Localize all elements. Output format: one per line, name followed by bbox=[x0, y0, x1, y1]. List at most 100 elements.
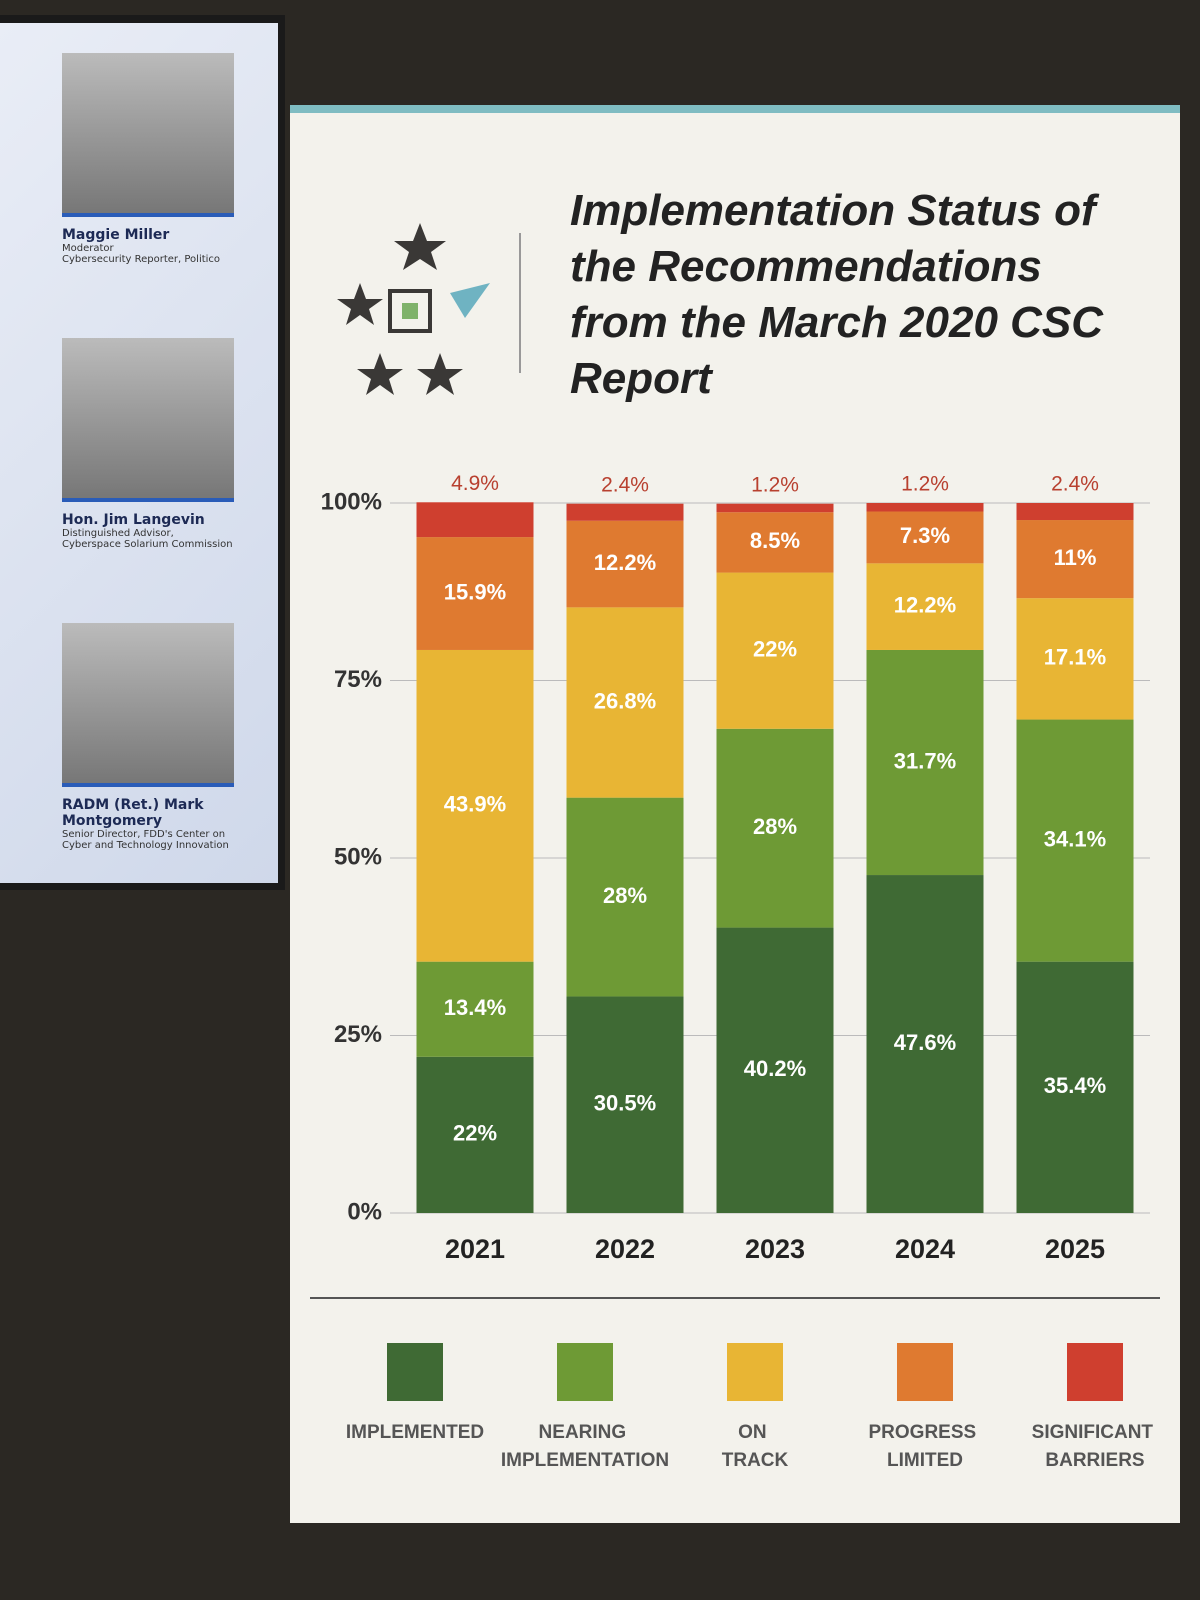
data-label: 2.4% bbox=[601, 473, 649, 496]
legend-label-line: IMPLEMENTED bbox=[346, 1422, 484, 1443]
speaker-name: RADM (Ret.) Mark Montgomery bbox=[62, 797, 204, 829]
bar-segment bbox=[416, 537, 534, 650]
bar-segment bbox=[566, 797, 684, 997]
x-tick-label: 2025 bbox=[1045, 1234, 1105, 1264]
bar-segment bbox=[416, 649, 534, 962]
bar-segment bbox=[866, 875, 984, 1213]
bar-segment bbox=[866, 511, 984, 564]
speaker: RADM (Ret.) Mark Montgomery Senior Direct… bbox=[62, 623, 262, 851]
legend-label-line: LIMITED bbox=[887, 1450, 963, 1471]
bar-segment bbox=[716, 927, 834, 1213]
bar-segment bbox=[1016, 598, 1134, 720]
legend-label-line: SIGNIFICANT bbox=[1032, 1422, 1159, 1443]
data-label: 13.4% bbox=[444, 995, 506, 1020]
bar-segment bbox=[716, 728, 834, 928]
data-label: 8.5% bbox=[750, 528, 800, 553]
speaker-photo bbox=[62, 338, 234, 502]
speaker-role: Distinguished Advisor, bbox=[62, 528, 174, 539]
legend-label: IMPLEMENTED bbox=[346, 1422, 484, 1443]
x-tick-label: 2022 bbox=[595, 1234, 655, 1264]
speaker: Maggie Miller Moderator Cybersecurity Repo… bbox=[62, 53, 262, 265]
bar-segment bbox=[866, 563, 984, 650]
speaker-role: Senior Director, FDD's Center on bbox=[62, 829, 226, 840]
data-label: 47.6% bbox=[894, 1030, 956, 1055]
legend-label-line: ON bbox=[738, 1422, 772, 1443]
chart: 0% 25% 50% 75% 100% 22% 13.4% 43.9% 15.9% 4.9% 202… bbox=[310, 223, 1160, 1471]
legend-label: SIGNIFICANT BARRIERS bbox=[1032, 1422, 1159, 1471]
data-label: 28% bbox=[603, 883, 647, 908]
y-tick-label: 75% bbox=[334, 666, 382, 693]
legend-swatch bbox=[897, 1343, 953, 1401]
bar-segment bbox=[416, 961, 534, 1057]
data-label: 1.2% bbox=[751, 473, 799, 496]
legend-swatch bbox=[557, 1343, 613, 1401]
legend-label-line: BARRIERS bbox=[1045, 1450, 1144, 1471]
legend-label: ON TRACK bbox=[722, 1422, 789, 1471]
bar-segment bbox=[566, 503, 684, 521]
speaker-photo bbox=[62, 623, 234, 787]
speaker-name: Maggie Miller bbox=[62, 227, 170, 243]
bar-segment bbox=[1016, 719, 1134, 962]
speaker-affiliation: Cyberspace Solarium Commission bbox=[62, 539, 233, 550]
bar-segment bbox=[566, 996, 684, 1213]
legend-label: PROGRESS LIMITED bbox=[869, 1422, 982, 1471]
speaker-name: Hon. Jim Langevin bbox=[62, 512, 205, 528]
data-label: 26.8% bbox=[594, 688, 656, 713]
legend-label-line: IMPLEMENTATION bbox=[501, 1450, 669, 1471]
bar-segment bbox=[566, 520, 684, 608]
speaker: Hon. Jim Langevin Distinguished Advisor, C… bbox=[62, 338, 262, 550]
data-label: 22% bbox=[453, 1121, 497, 1146]
data-label: 22% bbox=[753, 636, 797, 661]
data-label: 31.7% bbox=[894, 748, 956, 773]
logo bbox=[337, 223, 521, 395]
x-tick-label: 2024 bbox=[895, 1234, 955, 1264]
bar-segment bbox=[716, 572, 834, 729]
y-tick-label: 25% bbox=[334, 1021, 382, 1048]
data-label: 1.2% bbox=[901, 473, 949, 496]
screen-panel: Maggie Miller Moderator Cybersecurity Repo… bbox=[0, 23, 278, 883]
y-tick-label: 100% bbox=[321, 488, 382, 515]
data-label: 15.9% bbox=[444, 579, 506, 604]
legend-swatch bbox=[727, 1343, 783, 1401]
screen: Maggie Miller Moderator Cybersecurity Repo… bbox=[0, 15, 285, 890]
bar-segment bbox=[866, 503, 984, 512]
data-label: 17.1% bbox=[1044, 645, 1106, 670]
speaker-role: Moderator bbox=[62, 243, 114, 254]
bar-segment bbox=[566, 607, 684, 798]
bar-segment bbox=[416, 1056, 534, 1213]
data-label: 4.9% bbox=[451, 472, 499, 495]
bar-segment bbox=[716, 503, 834, 513]
poster: Implementation Status of the Recommendat… bbox=[290, 105, 1180, 1523]
bar-segment bbox=[416, 502, 534, 538]
data-label: 12.2% bbox=[594, 550, 656, 575]
legend-label-line: TRACK bbox=[722, 1450, 789, 1471]
bar-segment bbox=[1016, 520, 1134, 599]
data-label: 28% bbox=[753, 814, 797, 839]
legend-label-line: NEARING bbox=[539, 1422, 632, 1443]
data-label: 12.2% bbox=[894, 592, 956, 617]
bar-segment bbox=[866, 649, 984, 876]
data-label: 34.1% bbox=[1044, 826, 1106, 851]
data-label: 2.4% bbox=[1051, 473, 1099, 496]
bar-segment bbox=[1016, 503, 1134, 521]
legend-label-line: PROGRESS bbox=[869, 1422, 982, 1443]
legend-swatch bbox=[387, 1343, 443, 1401]
speaker-affiliation: Cyber and Technology Innovation bbox=[62, 840, 229, 851]
data-label: 11% bbox=[1054, 545, 1097, 570]
legend-swatch bbox=[1067, 1343, 1123, 1401]
data-label: 40.2% bbox=[744, 1056, 806, 1081]
data-label: 35.4% bbox=[1044, 1073, 1106, 1098]
bar-segment bbox=[1016, 961, 1134, 1213]
speaker-affiliation: Cybersecurity Reporter, Politico bbox=[62, 254, 221, 265]
x-tick-label: 2023 bbox=[745, 1234, 805, 1264]
x-tick-label: 2021 bbox=[445, 1234, 505, 1264]
data-label: 43.9% bbox=[444, 792, 506, 817]
y-tick-label: 0% bbox=[347, 1198, 382, 1225]
y-tick-label: 50% bbox=[334, 843, 382, 870]
chart-title: Implementation Status of the Recommendat… bbox=[570, 186, 1104, 403]
data-label: 30.5% bbox=[594, 1091, 656, 1116]
legend-label: NEARING IMPLEMENTATION bbox=[501, 1422, 669, 1471]
bar-segment bbox=[716, 512, 834, 573]
data-label: 7.3% bbox=[900, 523, 950, 548]
